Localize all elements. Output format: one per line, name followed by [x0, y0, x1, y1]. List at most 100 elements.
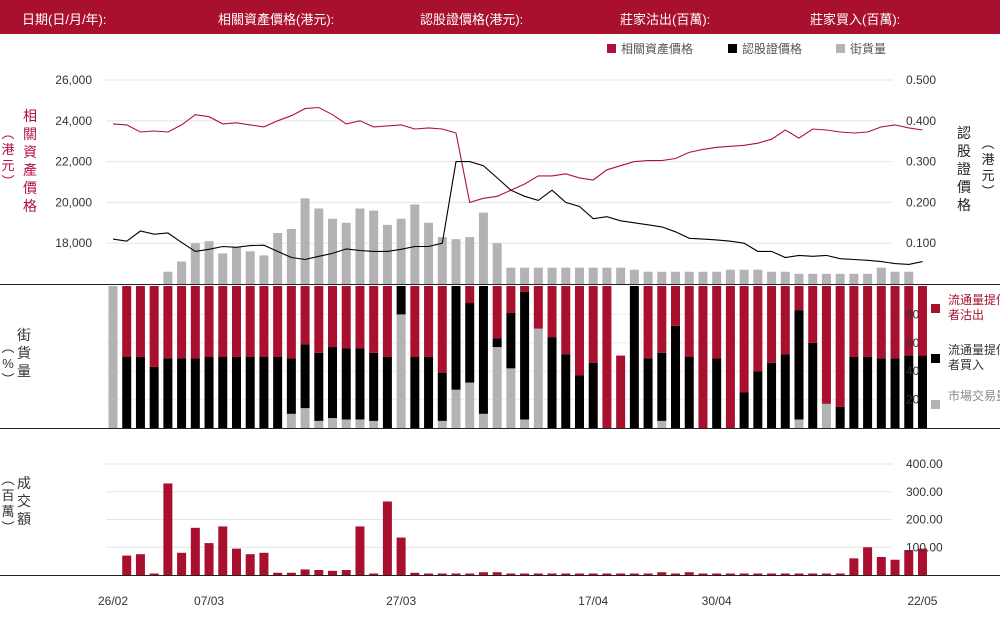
street-volume-bar — [300, 198, 310, 284]
turnover-axis-title: 成交額 — [17, 475, 31, 527]
turnover-bar — [725, 573, 735, 575]
street-volume-bar — [739, 269, 749, 284]
street-volume-bar — [780, 271, 790, 284]
street-volume-bar — [520, 267, 530, 284]
turnover-bar — [780, 573, 790, 575]
turnover-bar — [684, 572, 694, 575]
lp-buy-bar — [794, 310, 804, 420]
turnover-bar — [149, 573, 159, 575]
lp-sell-bar — [739, 286, 749, 393]
svg-text:價: 價 — [957, 179, 971, 195]
street-volume-bar — [890, 271, 900, 284]
turnover-bar — [821, 573, 831, 575]
street-volume-bar — [725, 269, 735, 284]
turnover-bar — [520, 573, 530, 575]
lp-buy-bar — [437, 372, 447, 421]
header-bar: 日期(日/月/年): 相關資產價格(港元): 認股證價格(港元): 莊家沽出(百… — [0, 0, 1000, 34]
left-axis-tick-label: 26,000 — [55, 73, 92, 87]
svg-text:萬: 萬 — [1, 504, 14, 519]
lp-buy-bar — [218, 357, 228, 428]
svg-text:︵: ︵ — [1, 126, 14, 141]
lp-sell-bar — [520, 286, 530, 292]
turnover-bar — [574, 573, 584, 575]
turnover-bar — [122, 555, 132, 575]
lp-buy-bar — [410, 357, 420, 428]
lp-buy-bar — [684, 357, 694, 428]
lp-buy-bar — [643, 358, 653, 428]
street-volume-bar — [904, 271, 914, 284]
pct-axis-tick-label: 80 — [906, 307, 920, 321]
warrant-price-line — [112, 161, 923, 265]
turnover-bar — [561, 573, 571, 575]
lp-buy-bar — [135, 357, 145, 428]
turnover-bar — [355, 526, 365, 575]
lp-buy-bar — [657, 352, 667, 421]
svg-text:港: 港 — [1, 142, 14, 157]
turnover-bar — [163, 483, 173, 575]
market-volume-bar — [821, 403, 831, 428]
legend-item: 流通量提供者沽出 — [931, 292, 1000, 322]
svg-text:︶: ︶ — [1, 372, 14, 387]
turnover-bar — [135, 554, 145, 575]
market-volume-bar — [314, 420, 324, 428]
lp-buy-bar — [492, 338, 502, 348]
turnover-bar — [273, 572, 283, 575]
lp-buy-bar — [629, 286, 639, 428]
turnover-bar — [245, 554, 255, 575]
market-volume-bar — [341, 419, 351, 428]
street-volume-bar — [712, 271, 722, 284]
lp-sell-bar — [588, 286, 598, 363]
lp-buy-bar — [478, 286, 488, 414]
legend-item: 流通量提供者買入 — [931, 342, 1000, 372]
lp-buy-bar — [588, 362, 598, 428]
x-axis-tick-label: 22/05 — [907, 594, 937, 608]
lp-sell-bar — [657, 286, 667, 353]
lp-sell-bar — [149, 286, 159, 367]
lp-buy-bar — [424, 357, 434, 428]
svg-text:︵: ︵ — [1, 340, 14, 355]
turnover-axis-tick-label: 400.00 — [906, 457, 943, 471]
lp-sell-bar — [890, 286, 900, 359]
underlying-price-label: 相關資產價格(港元): — [218, 12, 335, 27]
turnover-axis-tick-label: 300.00 — [906, 485, 943, 499]
street-volume-bar — [163, 271, 173, 284]
warrant-chart: 18,000 20,000 22,000 24,000 26,000 0.100 0.200… — [0, 41, 1000, 608]
lp-sell-bar — [218, 286, 228, 357]
legend-label: 流通量提供 — [948, 342, 1000, 357]
underlying-price-line — [112, 106, 923, 204]
turnover-bar — [753, 573, 763, 575]
lp-buy-bar — [341, 348, 351, 420]
lp-sell-bar — [259, 286, 269, 357]
street-volume-bar — [629, 269, 639, 284]
legend-swatch — [836, 44, 845, 53]
lp-buy-bar — [547, 337, 557, 428]
lp-sell-bar — [492, 286, 502, 339]
left-axis-unit: ︵港元︶ — [1, 126, 14, 189]
lp-buy-bar — [245, 357, 255, 428]
lp-buy-bar — [767, 362, 777, 428]
lp-buy-bar — [739, 392, 749, 428]
turnover-bar — [890, 559, 900, 575]
svg-text:格: 格 — [957, 197, 971, 213]
turnover-bar — [863, 547, 873, 575]
price-lines — [112, 106, 923, 265]
street-volume-bars — [163, 198, 914, 284]
street-volume-bar — [355, 208, 365, 284]
lp-sell-bar — [863, 286, 873, 357]
legend-label: 者沽出 — [948, 308, 984, 322]
turnover-bar — [465, 573, 475, 575]
right-axis-tick-label: 0.100 — [906, 236, 936, 250]
street-volume-bar — [273, 233, 283, 284]
lp-buy-bar — [574, 375, 584, 428]
street-volume-bar — [451, 239, 461, 284]
street-volume-bar — [561, 267, 571, 284]
legend-item: 市場交易量 — [931, 388, 1000, 409]
lp-bought-label: 莊家買入(百萬): — [810, 12, 901, 27]
lp-buy-bar — [149, 366, 159, 428]
right-axis-unit: ︵港元︶ — [981, 136, 994, 199]
turnover-bar — [478, 572, 488, 575]
svg-text:證: 證 — [957, 161, 971, 177]
x-axis-tick-label: 17/04 — [578, 594, 608, 608]
lp-buy-bar — [369, 352, 379, 421]
legend-item: 相關資產價格 — [607, 41, 693, 56]
